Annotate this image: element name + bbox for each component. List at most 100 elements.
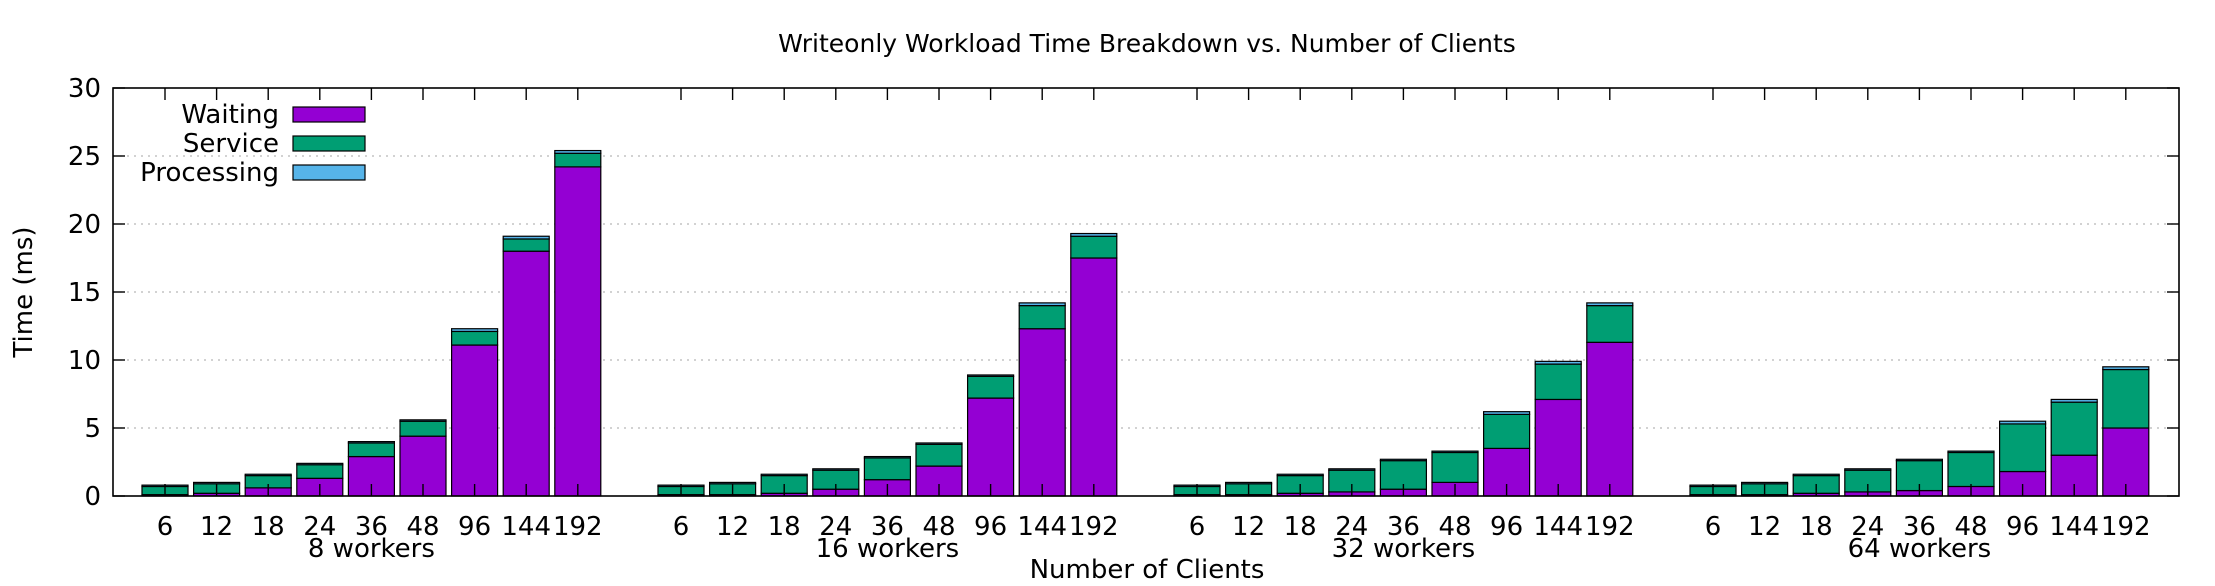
- bar-service: [863, 457, 912, 481]
- x-tick-label: 36: [1387, 512, 1420, 542]
- bar-waiting: [966, 397, 1015, 497]
- x-tick-label: 192: [1069, 512, 1119, 542]
- bar-processing: [244, 473, 292, 477]
- bar-processing: [1224, 481, 1273, 485]
- legend-swatch: [292, 164, 366, 181]
- bar-service: [2102, 368, 2150, 429]
- bar-processing: [708, 481, 757, 485]
- bar-processing: [1534, 360, 1582, 365]
- bar-processing: [2050, 398, 2098, 403]
- group-label: 64 workers: [1848, 534, 1992, 564]
- y-tick-label: 20: [68, 210, 101, 240]
- bar-waiting: [1534, 398, 1582, 497]
- bar-processing: [1895, 458, 1944, 462]
- bar-service: [915, 443, 963, 467]
- bar-processing: [347, 441, 395, 444]
- bar-service: [1998, 423, 2047, 473]
- bar-processing: [399, 419, 447, 422]
- x-tick-label: 18: [1284, 512, 1317, 542]
- y-tick-label: 30: [68, 74, 101, 104]
- x-tick-label: 12: [200, 512, 233, 542]
- bar-waiting: [554, 166, 602, 497]
- bar-service: [1070, 235, 1118, 259]
- x-tick-label: 48: [922, 512, 955, 542]
- y-axis-label: Time (ms): [9, 226, 39, 358]
- y-tick-label: 15: [68, 278, 101, 308]
- bar-waiting: [1586, 341, 1634, 497]
- bar-service: [451, 330, 499, 346]
- x-tick-label: 144: [1533, 512, 1583, 542]
- bar-processing: [1947, 450, 1995, 454]
- x-tick-label: 6: [1705, 512, 1722, 542]
- x-axis-label: Number of Clients: [1030, 555, 1265, 585]
- bar-service: [1018, 305, 1066, 330]
- bar-processing: [1844, 468, 1892, 471]
- y-tick-label: 25: [68, 142, 101, 172]
- bar-processing: [1482, 411, 1531, 415]
- bar-service: [399, 420, 447, 437]
- x-tick-label: 36: [871, 512, 904, 542]
- x-tick-label: 144: [2049, 512, 2099, 542]
- x-tick-label: 48: [1954, 512, 1987, 542]
- bar-processing: [1431, 450, 1479, 454]
- x-tick-label: 6: [673, 512, 690, 542]
- bar-service: [347, 442, 395, 458]
- x-tick-label: 24: [1335, 512, 1368, 542]
- bar-processing: [193, 481, 241, 485]
- group-label: 32 workers: [1332, 534, 1476, 564]
- axis-ticks: [113, 87, 2179, 497]
- x-tick-label: 144: [1017, 512, 1067, 542]
- bar-processing: [1276, 473, 1324, 477]
- bar-waiting: [451, 344, 499, 497]
- bar-service: [502, 238, 550, 252]
- bar-processing: [863, 455, 912, 459]
- bar-processing: [1328, 468, 1376, 471]
- x-tick-label: 12: [1748, 512, 1781, 542]
- bar-waiting: [915, 465, 963, 497]
- grid-lines: [113, 155, 2179, 429]
- legend-swatch: [292, 135, 366, 152]
- x-tick-label: 36: [1903, 512, 1936, 542]
- group-label: 8 workers: [308, 534, 435, 564]
- x-tick-label: 192: [1585, 512, 1635, 542]
- bar-processing: [812, 468, 860, 471]
- bar-processing: [1586, 302, 1634, 307]
- x-tick-label: 192: [553, 512, 603, 542]
- y-tick-label: 5: [84, 414, 101, 444]
- y-tick-label: 0: [84, 482, 101, 512]
- bar-processing: [1070, 232, 1118, 237]
- bar-service: [1482, 413, 1531, 449]
- bars: [141, 149, 2150, 497]
- x-tick-label: 96: [2006, 512, 2039, 542]
- x-tick-label: 144: [501, 512, 551, 542]
- bar-waiting: [1018, 328, 1066, 497]
- legend-label: Service: [183, 129, 279, 159]
- x-tick-label: 96: [458, 512, 491, 542]
- x-tick-label: 96: [974, 512, 1007, 542]
- legend-label: Waiting: [181, 100, 279, 130]
- bar-processing: [1740, 481, 1789, 485]
- x-tick-label: 12: [1232, 512, 1265, 542]
- bar-processing: [451, 328, 499, 333]
- bar-processing: [1379, 458, 1428, 462]
- bar-waiting: [1070, 257, 1118, 497]
- x-tick-label: 36: [355, 512, 388, 542]
- y-tick-label: 10: [68, 346, 101, 376]
- x-tick-label: 18: [768, 512, 801, 542]
- bar-processing: [1998, 420, 2047, 425]
- x-tick-label: 24: [819, 512, 852, 542]
- x-tick-label: 192: [2101, 512, 2151, 542]
- bar-service: [1947, 451, 1995, 488]
- bar-processing: [502, 235, 550, 240]
- x-tick-label: 18: [252, 512, 285, 542]
- x-tick-label: 6: [157, 512, 174, 542]
- bar-processing: [554, 149, 602, 154]
- bar-processing: [760, 473, 808, 477]
- bar-processing: [296, 462, 344, 466]
- bar-processing: [915, 442, 963, 445]
- group-label: 16 workers: [816, 534, 960, 564]
- bar-service: [296, 464, 344, 479]
